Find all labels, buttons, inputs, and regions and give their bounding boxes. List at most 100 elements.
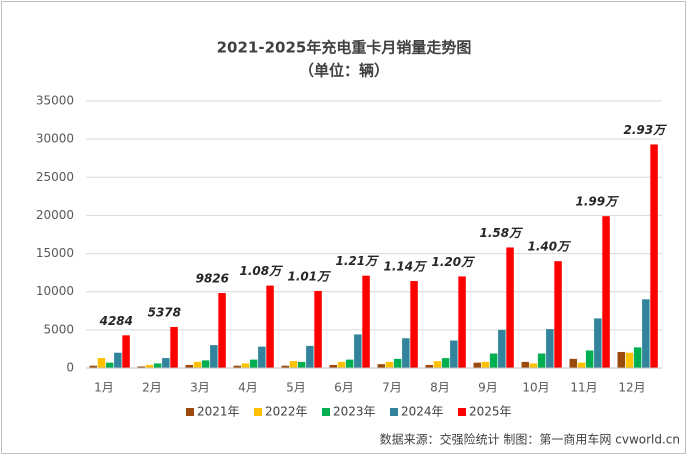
bar	[650, 144, 658, 368]
bar	[458, 276, 466, 368]
bar	[289, 361, 298, 368]
x-tick-label: 1月	[94, 381, 114, 395]
source-note: 数据来源：交强险统计 制图：第一商用车网 cvworld.cn	[380, 432, 680, 447]
bar	[137, 366, 145, 368]
bar	[537, 353, 546, 368]
bar	[498, 329, 506, 368]
bar	[258, 346, 266, 368]
data-label: 1.40万	[527, 240, 571, 254]
bar	[625, 352, 634, 368]
bar	[249, 359, 258, 368]
bar	[306, 345, 314, 368]
x-tick-label: 11月	[570, 381, 597, 395]
x-tick-label: 5月	[286, 381, 306, 395]
legend-label: 2025年	[469, 405, 512, 419]
bar	[410, 281, 418, 368]
bar	[529, 363, 538, 368]
x-tick-label: 7月	[382, 381, 402, 395]
bar	[425, 364, 433, 368]
bar	[521, 361, 529, 368]
data-label: 1.58万	[479, 226, 523, 240]
bar	[314, 290, 322, 368]
bar	[162, 358, 170, 368]
data-label: 2.93万	[623, 123, 667, 137]
legend-label: 2023年	[333, 405, 376, 419]
data-label: 1.21万	[335, 254, 379, 268]
bar	[145, 364, 154, 368]
legend-label: 2022年	[265, 405, 308, 419]
bar	[385, 361, 394, 368]
x-tick-label: 4月	[238, 381, 258, 395]
data-label: 1.01万	[287, 269, 331, 283]
bar	[377, 364, 385, 368]
x-tick-label: 2月	[142, 381, 162, 395]
bar	[393, 358, 402, 368]
bar	[594, 318, 602, 368]
bar	[201, 360, 210, 368]
bar	[233, 365, 241, 368]
bar	[554, 261, 562, 368]
bar	[362, 275, 370, 368]
x-tick-label: 3月	[190, 381, 210, 395]
legend-swatch	[254, 408, 262, 416]
bar	[122, 335, 130, 368]
chart-subtitle: （单位：辆）	[299, 62, 389, 80]
bar	[354, 334, 362, 368]
bar	[210, 345, 218, 368]
bar	[170, 326, 178, 368]
bar	[577, 362, 586, 368]
bar	[585, 350, 594, 368]
legend-swatch	[186, 408, 194, 416]
bar	[89, 365, 97, 368]
bar	[546, 329, 554, 368]
chart-title: 2021-2025年充电重卡月销量走势图	[217, 39, 472, 57]
bar	[473, 362, 481, 368]
bar	[193, 361, 202, 368]
bar	[185, 364, 193, 368]
data-label: 4284	[99, 314, 133, 328]
x-tick-label: 9月	[478, 381, 498, 395]
y-tick-label: 10000	[36, 284, 74, 298]
bar	[506, 247, 514, 368]
bar	[105, 362, 114, 368]
bar	[218, 293, 226, 368]
bar	[602, 216, 610, 368]
bar	[633, 347, 642, 368]
bar	[297, 361, 306, 368]
y-tick-label: 5000	[43, 322, 74, 336]
y-tick-label: 20000	[36, 208, 74, 222]
bar	[441, 358, 450, 368]
x-tick-label: 12月	[618, 381, 645, 395]
bar	[281, 365, 289, 368]
bar	[345, 359, 354, 368]
bar	[569, 358, 577, 368]
bar	[450, 340, 458, 368]
data-label: 1.14万	[383, 260, 427, 274]
bar	[114, 352, 122, 368]
legend-label: 2021年	[197, 405, 240, 419]
x-tick-label: 8月	[430, 381, 450, 395]
y-tick-label: 15000	[36, 246, 74, 260]
data-label: 9826	[196, 272, 229, 286]
bar	[481, 361, 490, 368]
bar	[489, 353, 498, 368]
bar	[617, 351, 625, 368]
data-label: 1.99万	[575, 195, 619, 209]
x-tick-label: 6月	[334, 381, 354, 395]
bar	[433, 361, 442, 368]
bar	[241, 363, 250, 368]
y-tick-label: 30000	[36, 132, 74, 146]
bar	[329, 364, 337, 368]
y-tick-label: 0	[66, 361, 74, 375]
data-label: 5378	[148, 305, 181, 319]
bar	[266, 285, 274, 368]
legend-swatch	[322, 408, 330, 416]
data-label: 1.20万	[431, 255, 475, 269]
legend-label: 2024年	[401, 405, 444, 419]
data-label: 1.08万	[239, 264, 283, 278]
bar	[337, 361, 346, 368]
x-tick-label: 10月	[522, 381, 549, 395]
legend-swatch	[390, 408, 398, 416]
bar	[97, 358, 106, 368]
